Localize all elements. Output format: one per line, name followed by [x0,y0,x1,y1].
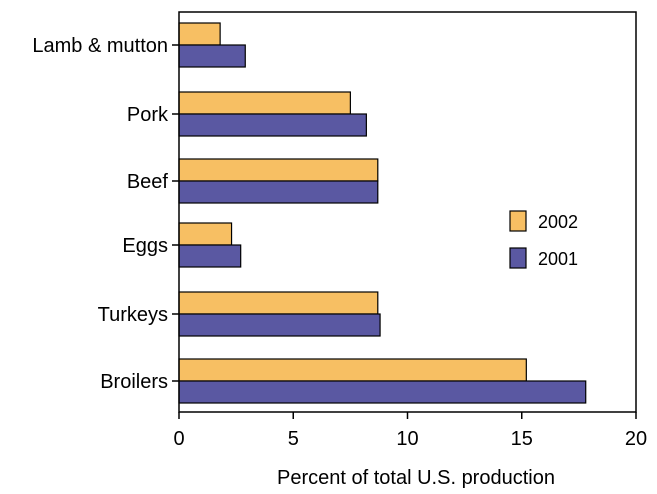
y-tick-label: Eggs [122,235,168,257]
axes-layer: Lamb & mutton Pork Beef Eggs Turkeys Broilers… [32,35,647,450]
bar-2001-broilers [178,380,587,404]
x-tick-label: 15 [511,428,533,450]
bar-2002-turkeys [178,291,379,315]
legend-swatch-2001 [509,247,527,269]
y-tick-label: Turkeys [98,304,168,326]
legend: 2002 2001 [509,210,578,269]
x-tick-label: 5 [288,428,299,450]
bar-2001-pork [178,113,367,137]
bar-2002-broilers [178,358,527,382]
bar-2002-eggs [178,222,233,246]
y-tick-label: Beef [127,171,169,193]
x-tick-label: 20 [625,428,647,450]
bar-2001-lamb-mutton [178,44,246,68]
x-tick-label: 0 [173,428,184,450]
legend-swatch-2002 [509,210,527,232]
bar-2001-eggs [178,244,242,268]
x-tick-label: 10 [396,428,418,450]
bar-2001-turkeys [178,313,381,337]
legend-label-2001: 2001 [538,249,578,269]
bar-2002-pork [178,91,351,115]
bar-2002-lamb-mutton [178,22,221,46]
y-tick-label: Lamb & mutton [32,35,168,57]
x-axis-title: Percent of total U.S. production [277,467,555,489]
bar-2002-beef [178,158,379,182]
legend-label-2002: 2002 [538,212,578,232]
bar-2001-beef [178,180,379,204]
y-tick-label: Broilers [100,371,168,393]
y-tick-label: Pork [127,104,169,126]
